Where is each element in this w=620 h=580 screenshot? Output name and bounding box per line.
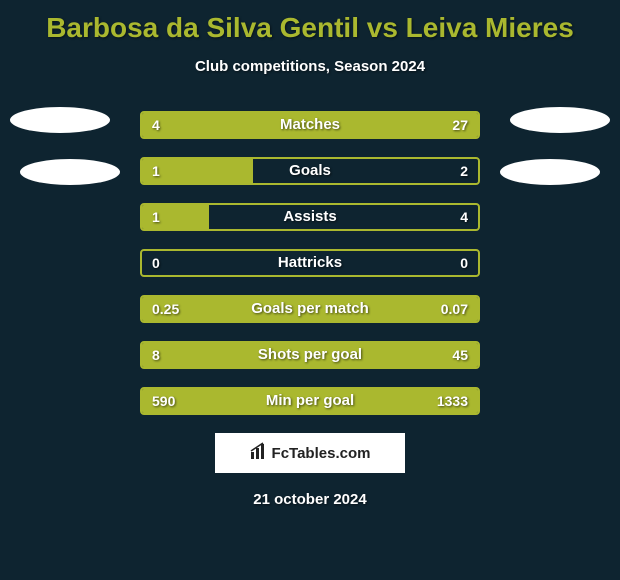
stat-label: Shots per goal [142, 343, 478, 367]
stat-row: 00Hattricks [140, 249, 480, 277]
player1-avatar-bottom [20, 159, 120, 185]
player1-avatar-top [10, 107, 110, 133]
brand-box[interactable]: FcTables.com [215, 433, 405, 473]
stat-row: 12Goals [140, 157, 480, 185]
stat-label: Hattricks [142, 251, 478, 275]
comparison-subtitle: Club competitions, Season 2024 [0, 58, 620, 75]
stat-label: Goals [142, 159, 478, 183]
comparison-title: Barbosa da Silva Gentil vs Leiva Mieres [0, 0, 620, 44]
stat-label: Goals per match [142, 297, 478, 321]
stat-label: Matches [142, 113, 478, 137]
stat-row: 0.250.07Goals per match [140, 295, 480, 323]
stat-row: 14Assists [140, 203, 480, 231]
stat-row: 845Shots per goal [140, 341, 480, 369]
brand-chart-icon [250, 442, 268, 464]
chart-area: 427Matches 12Goals 14Assists 00Hattricks 0.2… [0, 111, 620, 415]
player2-avatar-bottom [500, 159, 600, 185]
player2-avatar-top [510, 107, 610, 133]
stat-row: 5901333Min per goal [140, 387, 480, 415]
brand-text: FcTables.com [272, 445, 371, 462]
stat-row: 427Matches [140, 111, 480, 139]
stat-label: Min per goal [142, 389, 478, 413]
date-text: 21 october 2024 [0, 491, 620, 508]
stats-bars: 427Matches 12Goals 14Assists 00Hattricks 0.2… [140, 111, 480, 415]
stat-label: Assists [142, 205, 478, 229]
